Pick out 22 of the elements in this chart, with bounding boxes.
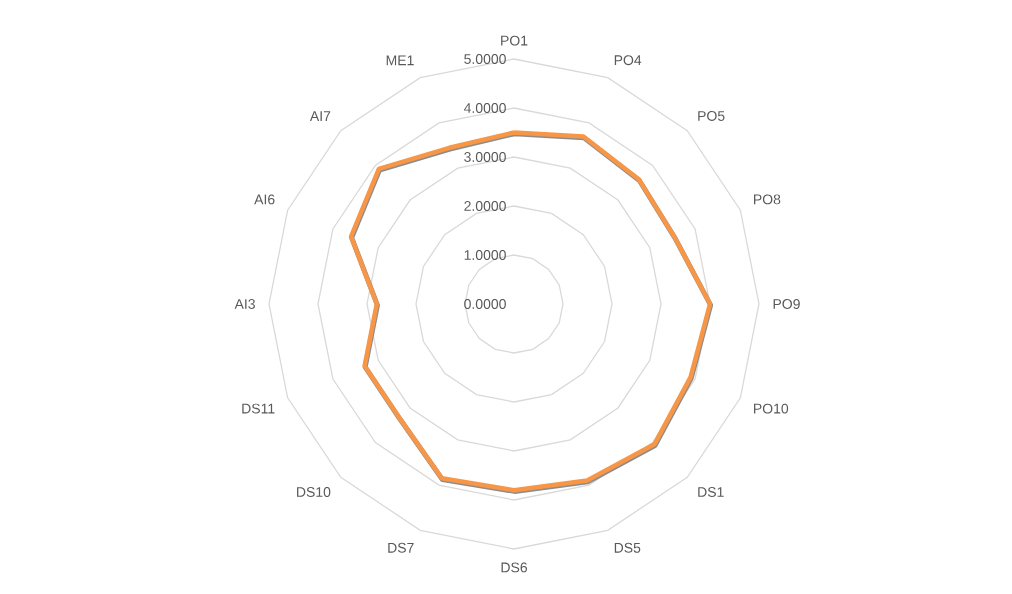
- spoke-label: DS10: [297, 487, 331, 498]
- y-tick-label: 1.0000: [464, 250, 506, 260]
- spoke-label: DS5: [614, 542, 641, 553]
- spoke-label: AI6: [254, 194, 275, 205]
- spoke-label: DS11: [242, 403, 275, 414]
- spoke-label: PO10: [754, 403, 789, 414]
- spoke-label: DS6: [501, 562, 528, 573]
- spoke-label: ME1: [386, 55, 414, 66]
- spoke-label: PO8: [754, 194, 781, 205]
- spoke-label: DS7: [388, 542, 414, 553]
- y-tick-label: 4.0000: [463, 103, 506, 113]
- spoke-label: AI7: [309, 111, 331, 121]
- spoke-label: PO1: [501, 35, 528, 46]
- y-tick-label: 3.0000: [464, 152, 506, 162]
- y-tick-label: 5.0000: [464, 54, 506, 64]
- spoke-label: PO4: [614, 55, 642, 66]
- spoke-label: PO9: [773, 299, 800, 309]
- spoke-label: AI3: [234, 299, 255, 309]
- spoke-label: DS1: [698, 487, 724, 498]
- y-tick-label: 2.0000: [464, 201, 506, 211]
- spoke-label: PO5: [698, 110, 725, 121]
- y-tick-label: 0.0000: [464, 299, 506, 309]
